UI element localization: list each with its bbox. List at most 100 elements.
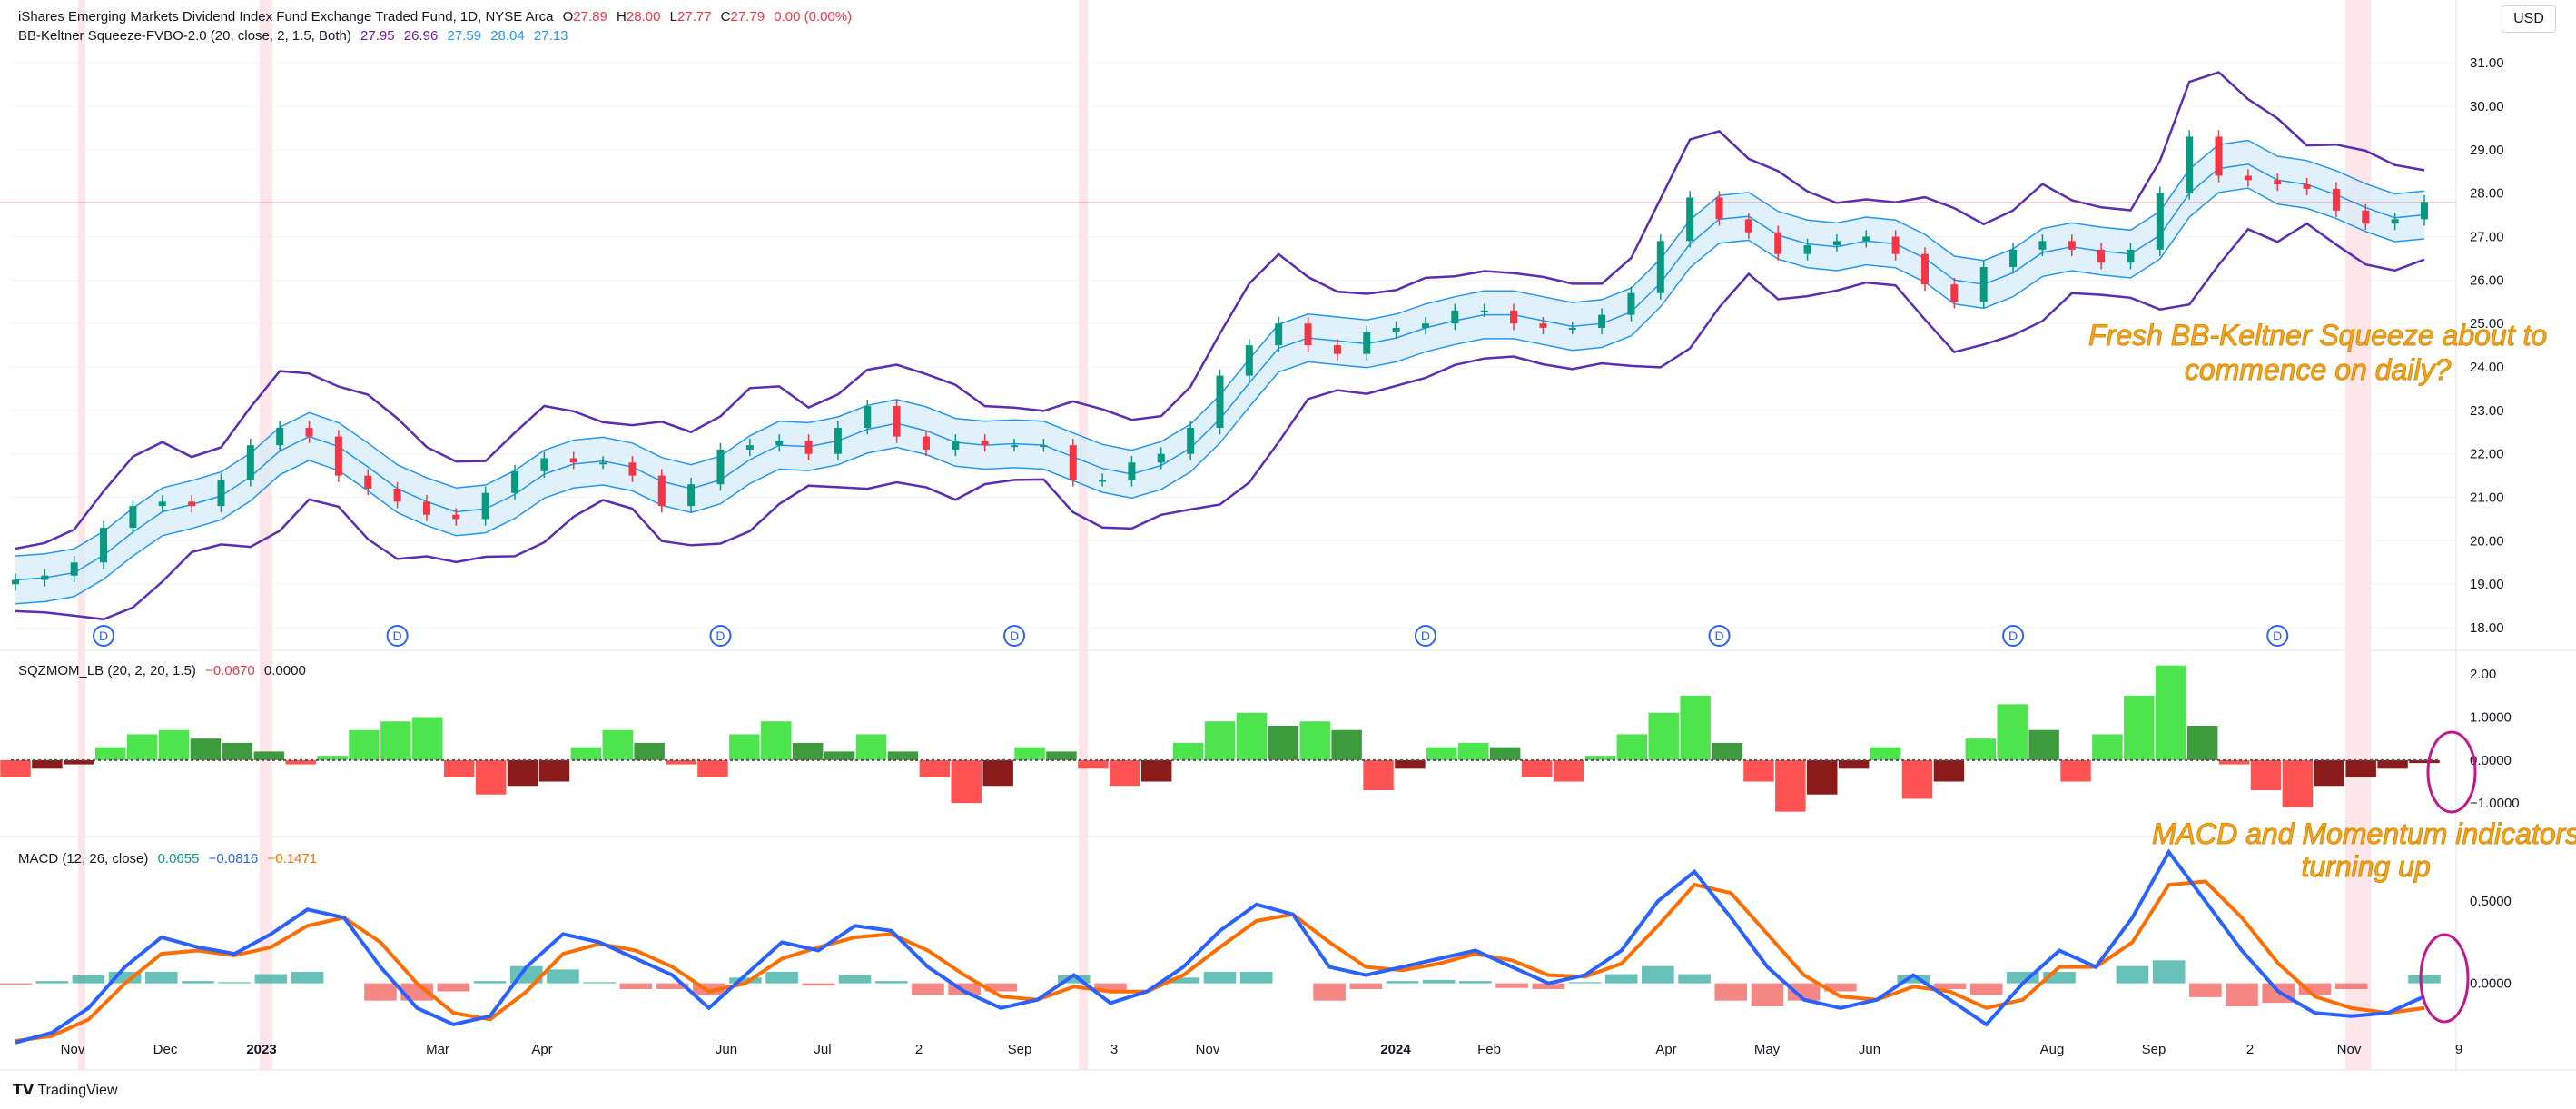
time-tick-label: 2 [915, 1042, 923, 1057]
momentum-bar [32, 759, 63, 769]
macd-value: −0.0816 [208, 851, 259, 866]
candle-body [2186, 136, 2194, 193]
price-tick-label: 21.00 [2470, 490, 2504, 506]
price-tick-label: 30.00 [2470, 99, 2504, 114]
bb-legend[interactable]: BB-Keltner Squeeze-FVBO-2.0 (20, close, … [18, 28, 568, 44]
macd-histogram-bar [619, 983, 653, 989]
price-tick-label: 26.00 [2470, 272, 2504, 288]
macd-histogram-bar [984, 983, 1018, 992]
candle-body [1216, 375, 1224, 429]
time-tick-label: Apr [1655, 1042, 1676, 1057]
time-tick-label: Sep [2142, 1042, 2166, 1057]
squeeze-tick-label: 0.0000 [2470, 753, 2512, 768]
momentum-bar [349, 729, 380, 760]
macd-annotation-line-2: turning up [2301, 850, 2431, 884]
candle-body [1187, 428, 1195, 454]
candle-body [2068, 241, 2076, 250]
momentum-bar [666, 759, 696, 765]
candle-body [305, 428, 313, 437]
candle-body [1627, 292, 1635, 315]
dividend-marker [2002, 625, 2025, 647]
momentum-bar [792, 742, 824, 760]
macd-legend[interactable]: MACD (12, 26, close) 0.0655 −0.0816 −0.1… [18, 851, 317, 866]
momentum-bar [1363, 759, 1394, 790]
keltner-lower [15, 187, 2425, 605]
signal-line [15, 879, 2425, 1043]
time-scale[interactable]: Nov Dec 2023 Mar Apr Jun Jul 2 Sep 3 Nov 2024 Feb Apr… [61, 1042, 2463, 1057]
close-label: C [720, 9, 731, 25]
macd-histogram-bar [656, 983, 689, 989]
bollinger-upper [15, 71, 2425, 550]
currency-button[interactable]: USD [2502, 5, 2556, 33]
momentum-bar [0, 759, 31, 777]
tradingview-logo[interactable]: 𝗧𝗩 TradingView [13, 1083, 118, 1098]
candle-body [217, 480, 225, 507]
momentum-bar [380, 721, 411, 760]
macd-tick-label: 0.5000 [2470, 894, 2512, 909]
squeeze-annotation-line-1: Fresh BB-Keltner Squeeze about to [2087, 319, 2548, 352]
dividend-marker-label: D [2273, 629, 2282, 643]
macd-histogram-bar [2334, 983, 2368, 989]
high-label: H [617, 9, 627, 25]
momentum-bar [222, 742, 253, 760]
squeeze-annotation-line-2: commence on daily? [2184, 353, 2452, 387]
time-tick-label: Nov [61, 1042, 85, 1057]
low-label: L [669, 9, 677, 25]
candle-body [2362, 210, 2370, 224]
macd-histogram-bar [1313, 983, 1346, 1001]
price-tick-label: 28.00 [2470, 186, 2504, 202]
candle-body [41, 575, 49, 580]
macd-histogram-bar [2226, 983, 2258, 1006]
bb-value-4: 28.04 [490, 28, 525, 44]
macd-histogram-bar [2298, 983, 2332, 995]
candle-body [1333, 345, 1341, 354]
momentum-bar [507, 759, 538, 787]
momentum-bar [475, 759, 507, 795]
momentum-bar [1489, 747, 1521, 760]
time-tick-label: Mar [426, 1042, 449, 1057]
macd-histogram-bar [218, 982, 251, 984]
momentum-bar [2028, 729, 2059, 760]
momentum-bar [855, 734, 887, 760]
macd-histogram-bar [1057, 975, 1091, 984]
momentum-bar [1965, 738, 1997, 760]
dividend-marker-label: D [99, 629, 108, 643]
momentum-bar [729, 734, 760, 760]
macd-histogram-bar [1094, 983, 1127, 992]
price-tick-label: 31.00 [2470, 55, 2504, 71]
dividend-marker-label: D [716, 629, 725, 643]
dividend-marker-label: D [1421, 629, 1430, 643]
dividend-marker [93, 625, 115, 647]
momentum-bar [1553, 759, 1584, 782]
price-scale[interactable]: 18.00 19.00 20.00 21.00 22.00 23.00 24.00 25.00… [2470, 55, 2520, 992]
momentum-bar [126, 734, 158, 760]
candle-body [2391, 219, 2399, 224]
momentum-bar [1743, 759, 1774, 782]
sqz-legend[interactable]: SQZMOM_LB (20, 2, 20, 1.5) −0.0670 0.000… [18, 663, 306, 678]
macd-histogram-bar [1532, 983, 1565, 989]
momentum-bar [1458, 742, 1489, 760]
time-tick-label: Jun [1859, 1042, 1880, 1057]
momentum-bar [602, 729, 633, 760]
time-tick-label: Feb [1477, 1042, 1501, 1057]
macd-annotation-line-1: MACD and Momentum indicators [2151, 817, 2576, 851]
macd-histogram-bar [1167, 977, 1200, 984]
candle-body [1598, 314, 1606, 328]
candle-body [276, 428, 284, 446]
candle-body [422, 501, 430, 515]
macd-histogram-bar [2189, 983, 2222, 997]
symbol-legend[interactable]: iShares Emerging Markets Dividend Index … [18, 9, 852, 25]
sqz-indicator-name: SQZMOM_LB (20, 2, 20, 1.5) [18, 663, 196, 678]
candle-body [716, 449, 725, 485]
momentum-bar [2409, 759, 2440, 764]
candle-body [481, 492, 489, 520]
price-tick-label: 23.00 [2470, 403, 2504, 419]
momentum-bar [570, 747, 602, 760]
macd-histogram-bar [1642, 965, 1674, 984]
price-tick-label: 27.00 [2470, 230, 2504, 245]
momentum-bar [982, 759, 1013, 787]
macd-histogram-bar [1349, 983, 1383, 989]
macd-histogram-bar [254, 974, 288, 984]
momentum-bar [761, 721, 792, 760]
candle-body [2009, 249, 2018, 267]
